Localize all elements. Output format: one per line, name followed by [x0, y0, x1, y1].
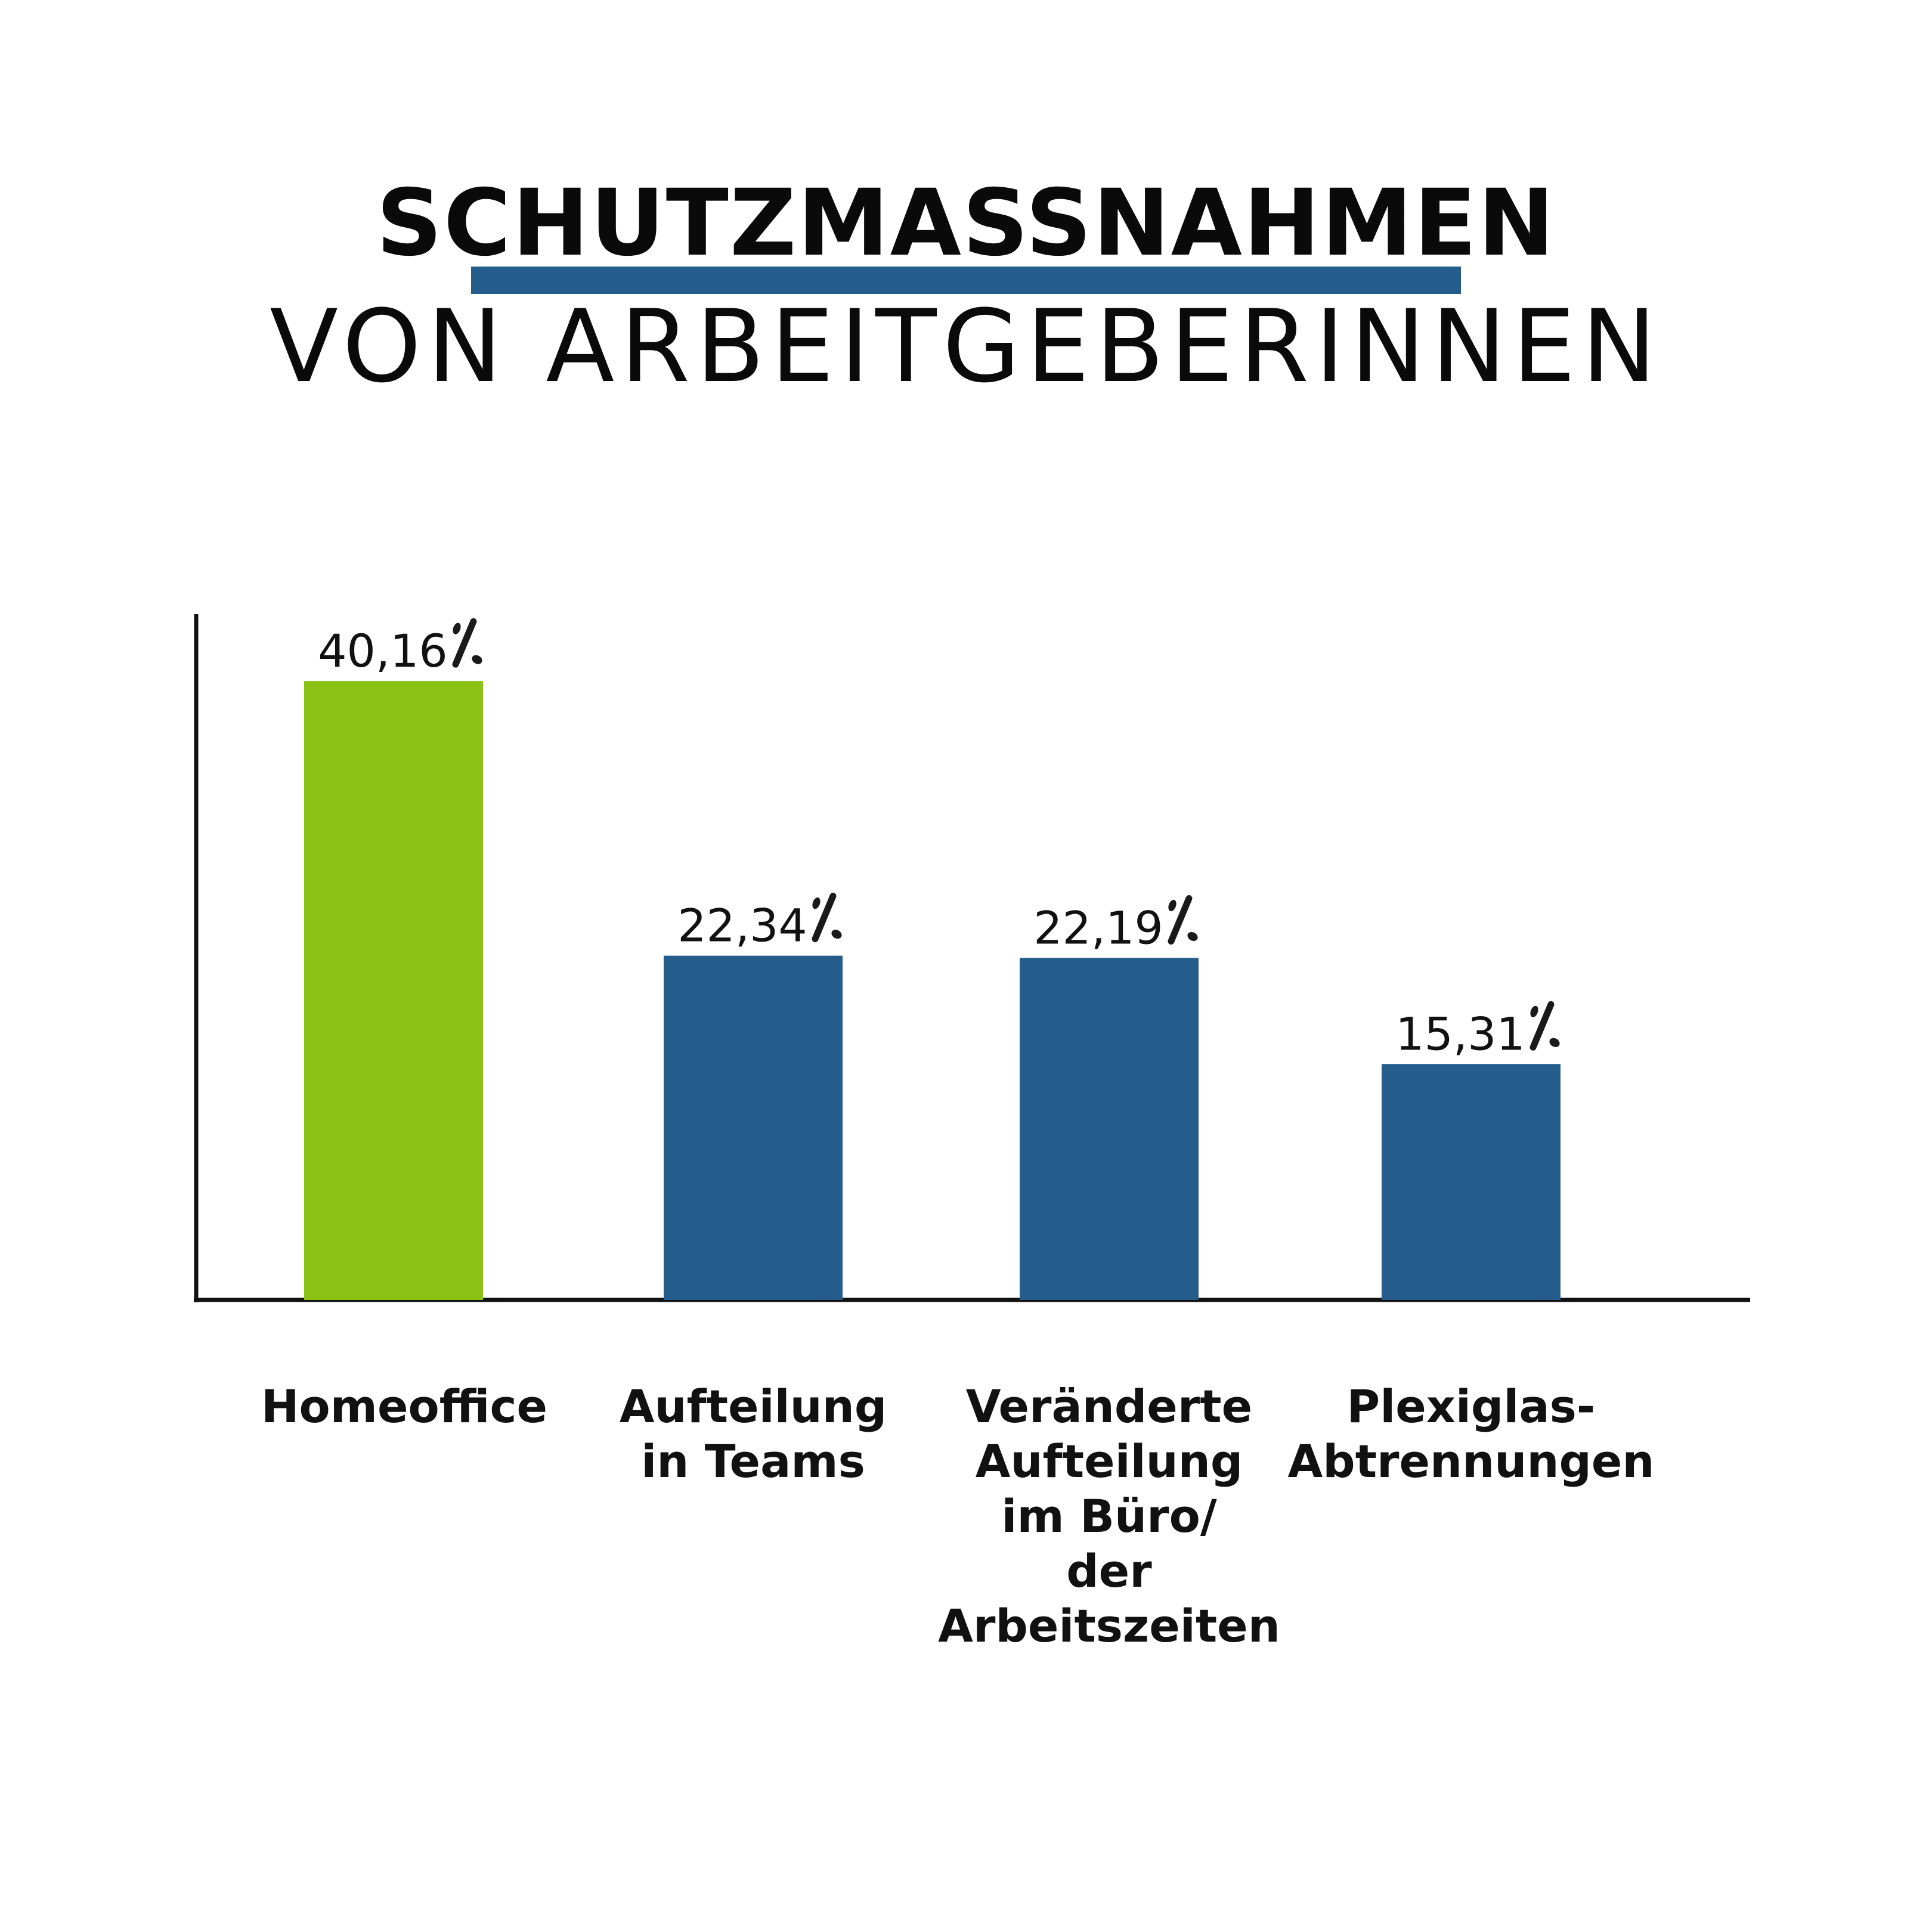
bar-2 [664, 955, 843, 1300]
category-label-3-line-4: der [1066, 1544, 1152, 1597]
data-label-4: 15,31 [1395, 1007, 1525, 1060]
data-label-3: 22,19 [1033, 902, 1163, 955]
percent-sign-3 [1168, 895, 1198, 945]
bar-3 [1020, 958, 1199, 1300]
category-label-3-line-2: Aufteilung [976, 1435, 1243, 1488]
data-label-2: 22,34 [677, 899, 807, 952]
bar-1 [304, 681, 483, 1300]
chart-title: SCHUTZMASSNAHMEN [376, 170, 1556, 277]
chart-subtitle: VON ARBEITGEBERINNEN [270, 288, 1662, 405]
category-label-3-line-3: im Büro/ [1001, 1490, 1216, 1543]
percent-sign-2 [812, 893, 842, 943]
category-label-4-line-2: Abtrennungen [1287, 1435, 1654, 1488]
category-label-2-line-2: in Teams [641, 1435, 865, 1488]
bar-4 [1382, 1064, 1561, 1300]
title-underline [471, 267, 1461, 294]
data-label-1: 40,16 [318, 624, 448, 677]
percent-sign-4 [1530, 1001, 1560, 1051]
category-label-3-line-5: Arbeitszeiten [938, 1599, 1280, 1652]
category-label-2-line-1: Aufteilung [620, 1380, 887, 1433]
category-label-3-line-1: Veränderte [966, 1380, 1252, 1433]
percent-sign-1 [452, 618, 482, 668]
category-label-4-line-1: Plexiglas- [1347, 1380, 1596, 1433]
category-label-1-line-1: Homeoffice [261, 1380, 547, 1433]
title-area: SCHUTZMASSNAHMEN VON ARBEITGEBERINNEN [0, 173, 1932, 411]
